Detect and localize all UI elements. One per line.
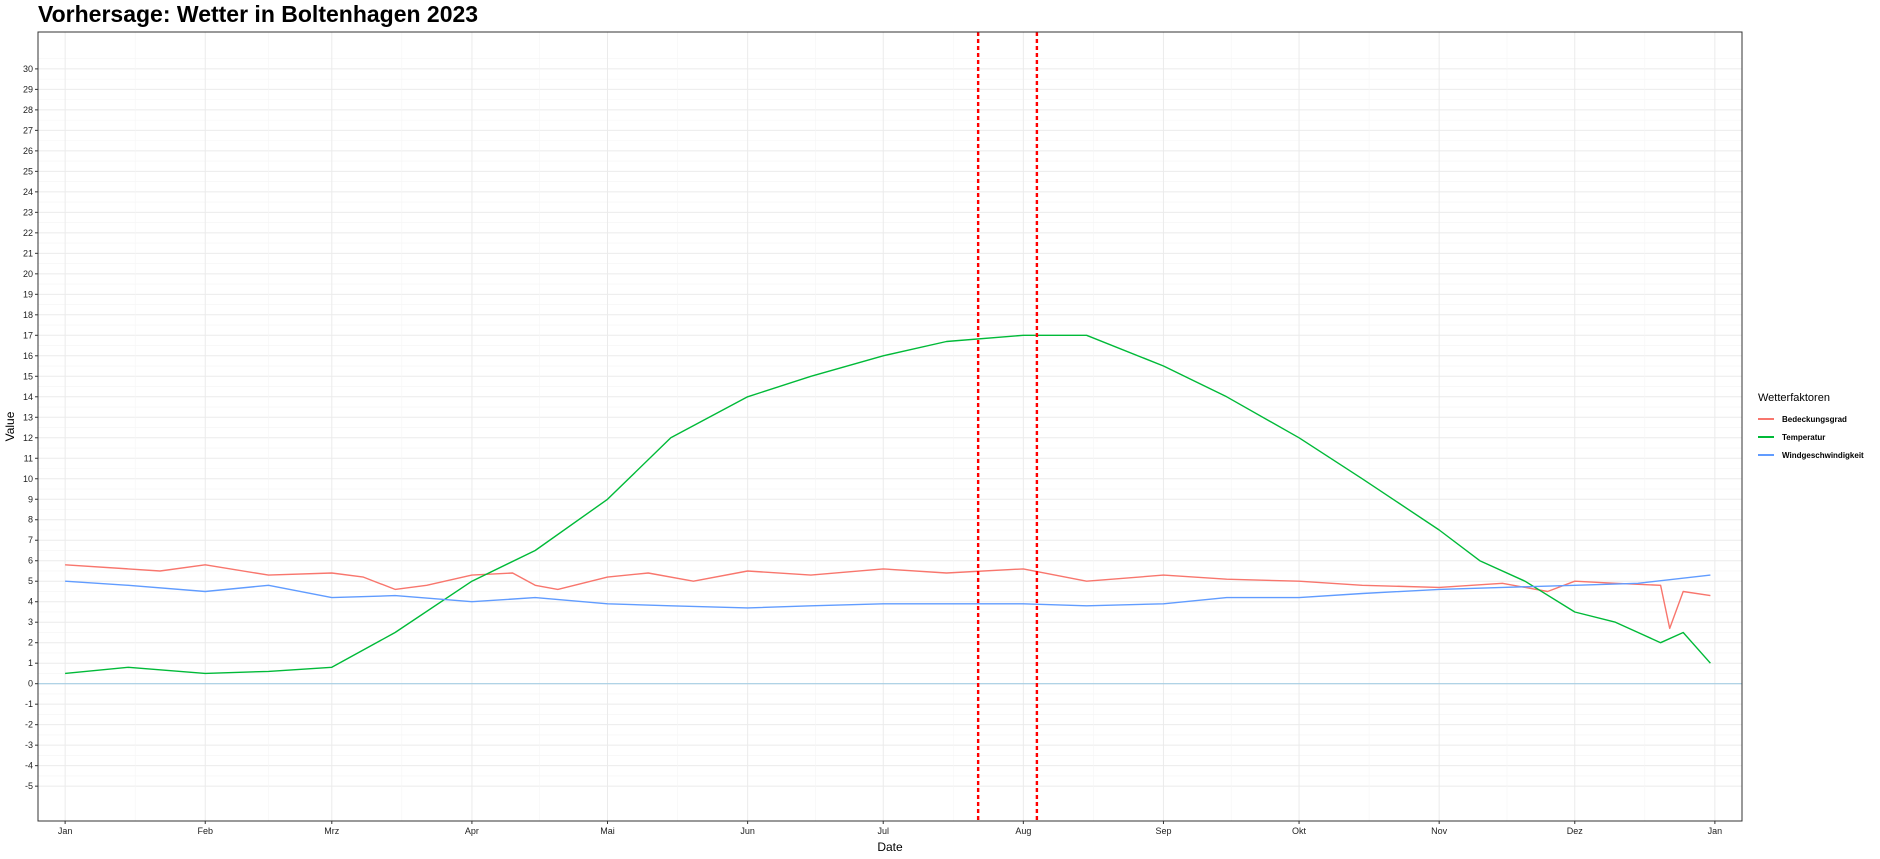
- plot-border: [37, 31, 1743, 822]
- series-line-windgeschwindigkeit: [65, 574, 1711, 609]
- series-layer: [65, 334, 1711, 675]
- marker-lines: [976, 32, 1039, 821]
- y-tick-label: 10: [23, 474, 33, 484]
- y-tick-label: 18: [23, 310, 33, 320]
- y-tick-label: 19: [23, 289, 33, 299]
- y-tick-label: 17: [23, 330, 33, 340]
- y-tick-label: 12: [23, 433, 33, 443]
- x-tick-label: Jan: [58, 826, 73, 836]
- y-tick-label: 8: [28, 515, 33, 525]
- legend-key-windgeschwindigkeit: [1758, 454, 1774, 456]
- y-tick-label: 27: [23, 125, 33, 135]
- x-tick-label: Dez: [1567, 826, 1584, 836]
- y-tick-label: 15: [23, 371, 33, 381]
- y-tick-label: 3: [28, 617, 33, 627]
- y-tick-label: -4: [25, 761, 33, 771]
- y-tick-label: 4: [28, 597, 33, 607]
- y-tick-label: -2: [25, 720, 33, 730]
- y-tick-label: 25: [23, 166, 33, 176]
- y-tick-label: 20: [23, 269, 33, 279]
- x-tick-label: Sep: [1155, 826, 1171, 836]
- y-tick-label: 16: [23, 351, 33, 361]
- legend-key-temperatur: [1758, 436, 1774, 438]
- chart-title: Vorhersage: Wetter in Boltenhagen 2023: [38, 1, 479, 27]
- y-tick-label: -1: [25, 699, 33, 709]
- legend-label-bedeckungsgrad: Bedeckungsgrad: [1782, 414, 1847, 424]
- y-tick-label: 23: [23, 207, 33, 217]
- x-tick-label: Aug: [1015, 826, 1031, 836]
- x-tick-label: Nov: [1431, 826, 1448, 836]
- y-tick-label: 14: [23, 392, 33, 402]
- x-tick-label: Jan: [1708, 826, 1723, 836]
- y-tick-label: 30: [23, 64, 33, 74]
- y-axis: -5-4-3-2-1012345678910111213141516171819…: [23, 64, 38, 791]
- series-line-temperatur: [65, 334, 1711, 675]
- legend-key-bedeckungsgrad: [1758, 418, 1774, 420]
- y-tick-label: 29: [23, 84, 33, 94]
- legend: Wetterfaktoren Bedeckungsgrad Temperatur…: [1758, 392, 1864, 464]
- legend-title: Wetterfaktoren: [1758, 392, 1830, 404]
- y-tick-label: 5: [28, 576, 33, 586]
- x-tick-label: Feb: [197, 826, 213, 836]
- x-tick-label: Okt: [1292, 826, 1307, 836]
- x-axis: Jan Feb Mrz Apr Mai Jun Jul Aug Sep Okt Nov Dez Jan: [58, 821, 1722, 836]
- y-tick-label: 24: [23, 187, 33, 197]
- y-tick-label: 6: [28, 556, 33, 566]
- legend-item-windgeschwindigkeit: Windgeschwindigkeit: [1758, 446, 1864, 464]
- y-tick-label: 2: [28, 638, 33, 648]
- y-tick-label: -5: [25, 781, 33, 791]
- y-tick-label: -3: [25, 740, 33, 750]
- y-tick-label: 21: [23, 248, 33, 258]
- y-tick-label: 0: [28, 679, 33, 689]
- x-tick-label: Jun: [740, 826, 755, 836]
- series-line-bedeckungsgrad: [65, 564, 1711, 630]
- x-axis-title: Date: [877, 840, 903, 854]
- y-tick-label: 1: [28, 658, 33, 668]
- legend-item-bedeckungsgrad: Bedeckungsgrad: [1758, 410, 1864, 428]
- y-tick-label: 11: [24, 453, 33, 463]
- legend-label-temperatur: Temperatur: [1782, 432, 1826, 442]
- y-tick-label: 22: [23, 228, 33, 238]
- x-tick-label: Mai: [600, 826, 615, 836]
- grid: [38, 32, 1742, 821]
- y-tick-label: 13: [23, 412, 33, 422]
- legend-label-windgeschwindigkeit: Windgeschwindigkeit: [1782, 450, 1864, 460]
- y-tick-label: 7: [28, 535, 33, 545]
- y-tick-label: 28: [23, 105, 33, 115]
- x-tick-label: Jul: [877, 826, 889, 836]
- y-axis-title: Value: [3, 411, 17, 441]
- legend-item-temperatur: Temperatur: [1758, 428, 1864, 446]
- x-tick-label: Apr: [465, 826, 479, 836]
- x-tick-label: Mrz: [324, 826, 339, 836]
- y-tick-label: 26: [23, 146, 33, 156]
- y-tick-label: 9: [28, 494, 33, 504]
